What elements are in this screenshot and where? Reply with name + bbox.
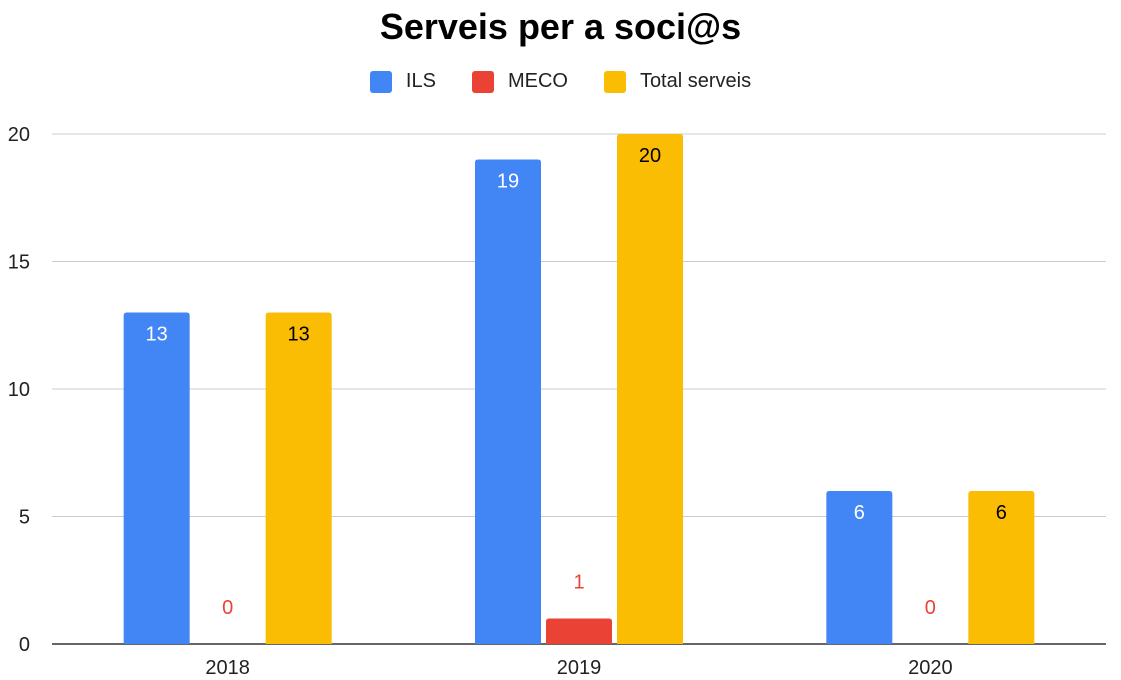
legend-label-total: Total serveis <box>639 70 752 92</box>
x-tick-label: 2018 <box>205 657 250 679</box>
data-label: 6 <box>996 502 1007 524</box>
data-label: 1 <box>573 572 584 594</box>
y-tick-label: 20 <box>8 124 30 146</box>
legend-swatch-meco <box>471 70 494 93</box>
data-label: 0 <box>925 597 936 619</box>
legend-swatch-ils <box>369 70 392 93</box>
bar-total-serveis <box>265 312 332 644</box>
legend-item-meco: MECO <box>471 70 568 93</box>
y-tick-label: 15 <box>8 252 30 274</box>
legend-label-meco: MECO <box>507 70 568 92</box>
y-tick-label: 5 <box>19 507 30 529</box>
legend-swatch-total <box>603 70 626 93</box>
bar-total-serveis <box>968 491 1035 644</box>
y-tick-label: 0 <box>19 634 30 656</box>
data-label: 19 <box>497 171 519 193</box>
y-tick-label: 10 <box>8 379 30 401</box>
legend-item-ils: ILS <box>369 70 436 93</box>
bar-total-serveis <box>617 134 683 644</box>
data-label: 20 <box>639 145 661 167</box>
legend-item-total: Total serveis <box>603 70 752 93</box>
bar-ils <box>475 159 541 644</box>
bar-ils <box>123 312 190 644</box>
bar-ils <box>826 491 893 644</box>
data-label: 0 <box>222 597 233 619</box>
x-tick-label: 2019 <box>557 657 602 679</box>
bar-meco <box>546 618 612 644</box>
x-tick-label: 2020 <box>908 657 953 679</box>
legend: ILS MECO Total serveis <box>0 70 1121 93</box>
data-label: 13 <box>146 324 168 346</box>
data-label: 13 <box>288 324 310 346</box>
legend-label-ils: ILS <box>405 70 436 92</box>
data-label: 6 <box>854 502 865 524</box>
chart-title: Serveis per a soci@s <box>379 6 742 47</box>
